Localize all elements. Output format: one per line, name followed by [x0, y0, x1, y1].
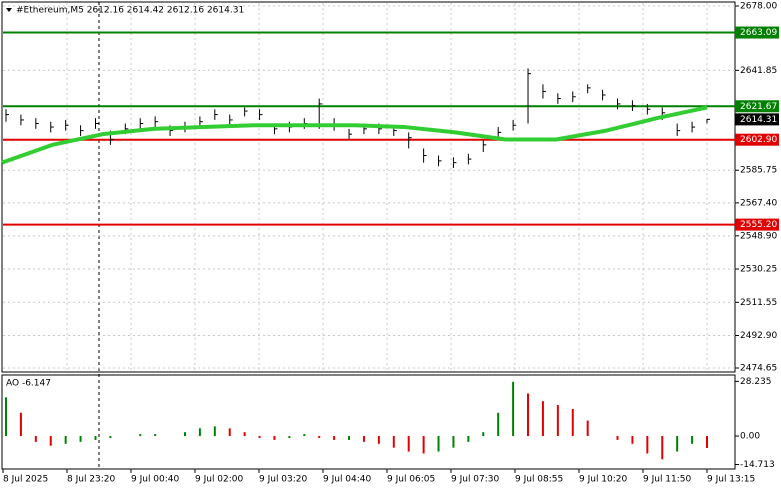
y-tick-label: 2474.65 — [740, 364, 777, 374]
level-tag — [735, 100, 779, 113]
x-tick-label: 9 Jul 06:05 — [387, 475, 435, 485]
y-tick-label: 2585.75 — [740, 166, 777, 176]
x-tick-label: 9 Jul 11:50 — [643, 475, 692, 485]
y-tick-label: 2678.00 — [740, 2, 777, 12]
y-tick-label: 2567.40 — [740, 198, 777, 208]
main-pane — [1, 1, 736, 373]
y-tick-label: 2511.55 — [740, 298, 777, 308]
menu-arrow — [6, 8, 12, 12]
level-tag — [735, 133, 779, 146]
y-tick-label: 2548.90 — [740, 231, 777, 241]
y-tick-label: 2530.25 — [740, 265, 777, 275]
x-tick-label: 9 Jul 13:15 — [707, 475, 755, 485]
y2-tick-label: 0.00 — [740, 432, 760, 442]
level-label: 2663.09 — [740, 28, 777, 38]
x-tick-label: 8 Jul 2025 — [3, 475, 48, 485]
y2-tick-label: 28.235 — [740, 377, 772, 387]
x-tick-label: 8 Jul 23:20 — [67, 475, 116, 485]
ao-pane — [1, 374, 736, 470]
x-tick-label: 9 Jul 03:20 — [259, 475, 308, 485]
y2-tick-label: -14.713 — [740, 460, 775, 470]
x-tick-label: 9 Jul 10:20 — [579, 475, 628, 485]
chart-title: #Ethereum,M5 2612.16 2614.42 2612.16 261… — [16, 6, 244, 16]
level-tag — [735, 26, 779, 39]
y-tick-label: 2641.85 — [740, 66, 777, 76]
ma-line — [1, 105, 708, 165]
level-label: 2555.20 — [740, 220, 777, 230]
x-tick-label: 9 Jul 02:00 — [195, 475, 244, 485]
x-tick-label: 9 Jul 07:30 — [451, 475, 500, 485]
last-price-tag — [735, 113, 779, 126]
x-tick-label: 9 Jul 08:55 — [515, 475, 563, 485]
last-price-label: 2614.31 — [740, 115, 777, 125]
y-tick-label: 2492.90 — [740, 331, 777, 341]
level-label: 2621.67 — [740, 102, 777, 112]
level-tag — [735, 218, 779, 231]
level-label: 2602.90 — [740, 135, 777, 145]
ao-title: AO -6.147 — [6, 379, 51, 389]
x-tick-label: 9 Jul 00:40 — [131, 475, 180, 485]
x-tick-label: 9 Jul 04:40 — [323, 475, 372, 485]
